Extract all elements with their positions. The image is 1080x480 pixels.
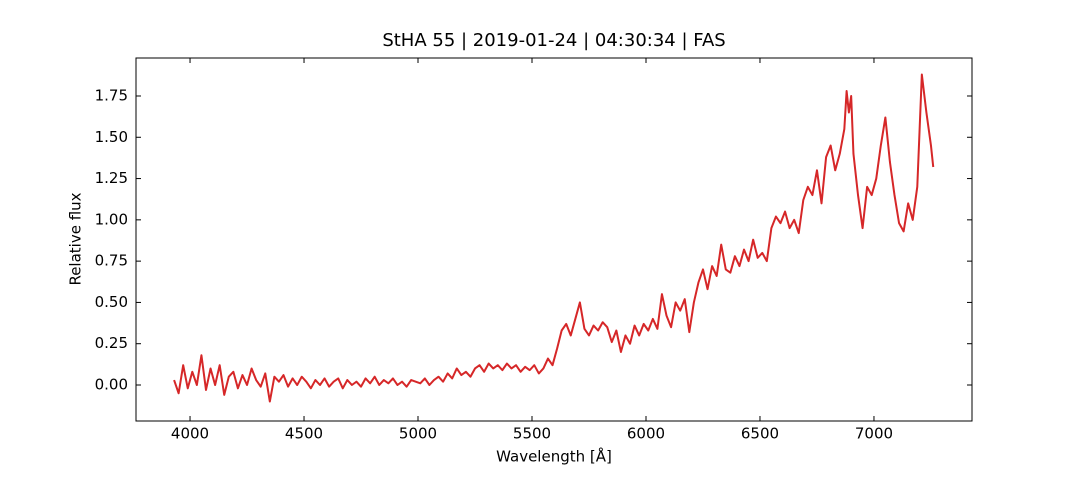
x-axis-label: Wavelength [Å] bbox=[496, 447, 612, 466]
y-axis-label: Relative flux bbox=[67, 192, 85, 285]
y-tick-label: 1.00 bbox=[95, 210, 128, 228]
x-tick-label: 6500 bbox=[741, 425, 779, 443]
x-tick-label: 7000 bbox=[855, 425, 893, 443]
plot-frame bbox=[135, 57, 973, 422]
y-tick-label: 0.00 bbox=[95, 375, 128, 393]
y-tick-label: 0.25 bbox=[95, 334, 128, 352]
x-tick-label: 5000 bbox=[399, 425, 437, 443]
y-tick-label: 1.25 bbox=[95, 169, 128, 187]
chart-title: StHA 55 | 2019-01-24 | 04:30:34 | FAS bbox=[382, 30, 725, 51]
y-tick-label: 1.75 bbox=[95, 86, 128, 104]
y-tick-label: 1.50 bbox=[95, 128, 128, 146]
x-tick-label: 6000 bbox=[627, 425, 665, 443]
y-tick-label: 0.75 bbox=[95, 252, 128, 270]
spectrum-line bbox=[173, 73, 935, 403]
x-tick-label: 4000 bbox=[171, 425, 209, 443]
x-tick-label: 5500 bbox=[513, 425, 551, 443]
y-tick-label: 0.50 bbox=[95, 293, 128, 311]
x-tick-label: 4500 bbox=[285, 425, 323, 443]
